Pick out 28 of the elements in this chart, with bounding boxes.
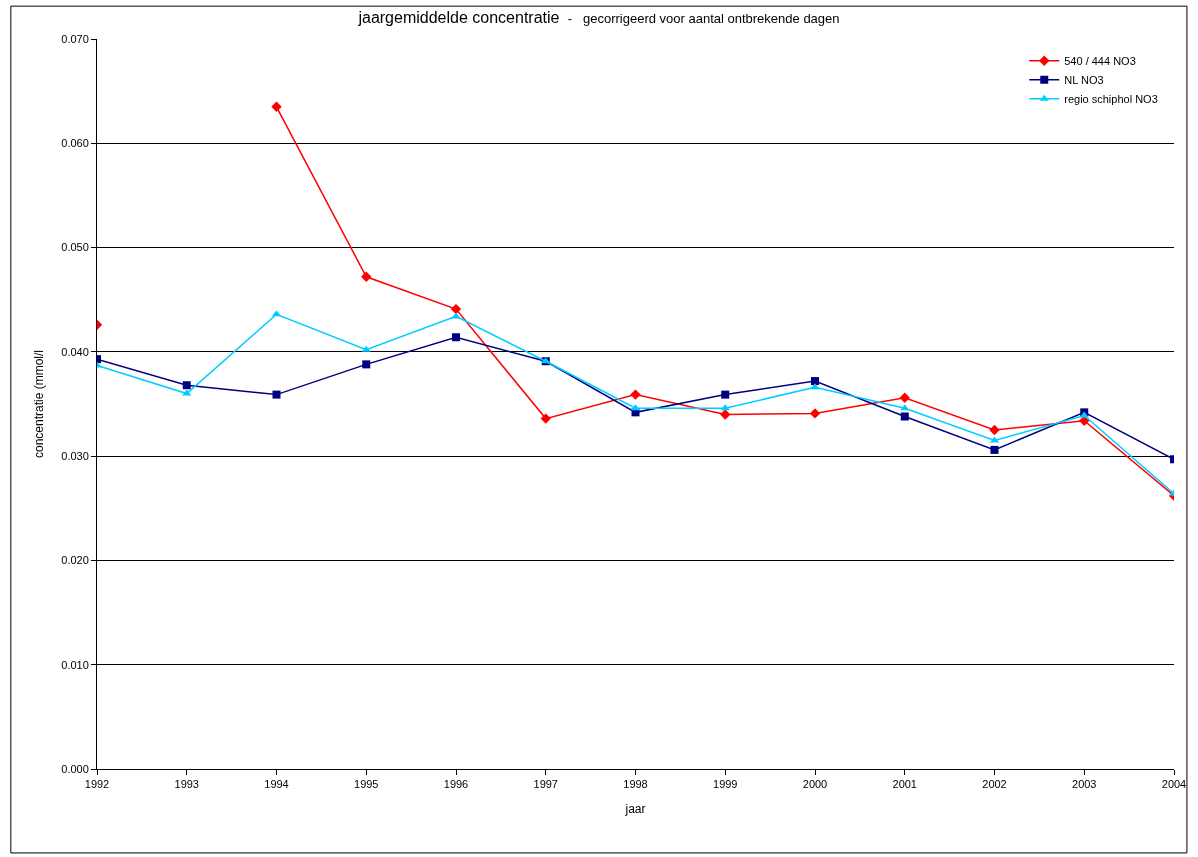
chart-subtitle: - gecorrigeerd voor aantal ontbrekende dagen [567,11,840,27]
x-tick-label: 1997 [533,778,558,791]
y-tick-label: 0.070 [61,32,89,45]
y-tick-label: 0.060 [61,137,89,150]
x-tick-label: 1995 [354,778,379,791]
x-tick-label: 1992 [84,778,110,791]
legend-label: regio schiphol NO3 [1064,93,1158,106]
chart-title: jaargemiddelde concentratie [357,9,560,27]
x-tick-label: 2000 [802,778,828,791]
x-tick-label: 1994 [264,778,289,791]
x-axis-title: jaar [624,802,646,817]
legend-label: NL NO3 [1064,74,1104,87]
y-axis-title: concentratie (mmol/l [31,349,46,459]
y-tick-label: 0.040 [61,345,89,358]
x-tick-label: 2004 [1161,778,1187,791]
x-tick-label: 1996 [443,778,469,791]
x-tick-label: 1998 [623,778,648,791]
x-tick-label: 1999 [713,778,738,791]
x-tick-label: 1993 [174,778,199,791]
x-tick-label: 2003 [1072,778,1097,791]
y-tick-label: 0.020 [61,554,89,567]
x-tick-label: 2002 [982,778,1007,791]
y-tick-label: 0.000 [61,762,89,775]
y-tick-label: 0.050 [61,241,89,254]
y-tick-label: 0.010 [61,658,89,671]
y-tick-label: 0.030 [61,449,89,462]
legend-label: 540 / 444 NO3 [1064,55,1136,68]
x-tick-label: 2001 [892,778,917,791]
